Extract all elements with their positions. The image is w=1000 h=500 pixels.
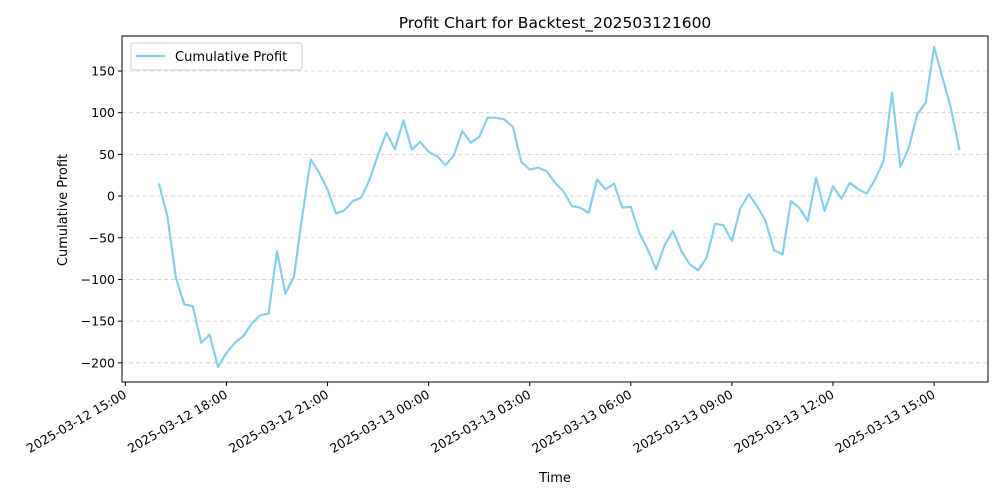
y-tick-label: −150: [81, 314, 115, 329]
y-axis: −200 −150 −100 −50 0 50 100 150: [81, 64, 122, 370]
y-tick-label: −100: [81, 272, 115, 287]
y-tick-label: 100: [91, 105, 115, 120]
chart-title: Profit Chart for Backtest_202503121600: [399, 14, 712, 33]
series-line: [158, 45, 961, 369]
x-axis-label: Time: [538, 471, 571, 486]
y-tick-label: −200: [81, 355, 115, 370]
y-tick-label: 150: [91, 64, 115, 79]
legend-box: [130, 42, 303, 71]
legend: Cumulative Profit: [130, 42, 303, 71]
y-tick-label: −50: [89, 230, 115, 245]
legend-label: Cumulative Profit: [175, 50, 287, 65]
y-axis-label: Cumulative Profit: [56, 154, 71, 266]
plot-frame: [121, 35, 989, 383]
series-lines: [158, 45, 961, 369]
y-tick-label: 50: [99, 147, 115, 162]
y-tick-label: 0: [107, 189, 115, 204]
